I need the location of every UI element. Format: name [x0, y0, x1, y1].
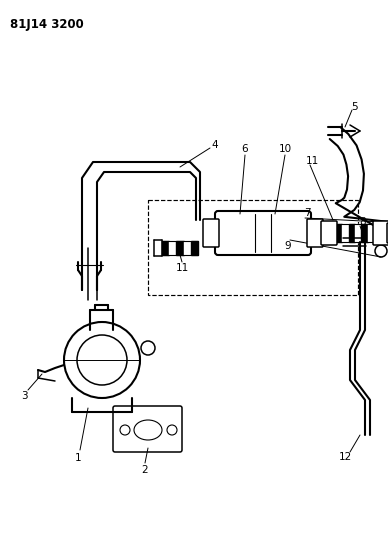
- Text: 4: 4: [212, 140, 218, 150]
- Text: 6: 6: [242, 144, 248, 154]
- Bar: [355, 224, 361, 242]
- Text: 8: 8: [360, 217, 366, 227]
- Text: 10: 10: [279, 144, 291, 154]
- Text: 11: 11: [175, 263, 189, 273]
- Text: 3: 3: [21, 391, 27, 401]
- FancyBboxPatch shape: [321, 221, 337, 245]
- Bar: [184, 241, 191, 255]
- Text: 12: 12: [338, 452, 352, 462]
- FancyBboxPatch shape: [307, 219, 323, 247]
- FancyBboxPatch shape: [203, 219, 219, 247]
- Bar: [169, 241, 177, 255]
- Bar: [336, 224, 342, 242]
- Text: 81J14 3200: 81J14 3200: [10, 18, 84, 31]
- Bar: [148, 200, 358, 295]
- Bar: [349, 224, 355, 242]
- FancyBboxPatch shape: [215, 211, 311, 255]
- Text: 11: 11: [305, 156, 319, 166]
- FancyBboxPatch shape: [387, 223, 388, 243]
- Bar: [342, 224, 349, 242]
- Text: 1: 1: [74, 453, 81, 463]
- Bar: [191, 241, 198, 255]
- Text: 5: 5: [352, 102, 358, 112]
- Text: 9: 9: [285, 241, 291, 251]
- Bar: [177, 241, 184, 255]
- FancyBboxPatch shape: [113, 406, 182, 452]
- Bar: [162, 241, 169, 255]
- Text: 7: 7: [304, 208, 310, 218]
- Bar: [361, 224, 368, 242]
- FancyBboxPatch shape: [373, 221, 388, 245]
- Text: 2: 2: [142, 465, 148, 475]
- Bar: [368, 224, 374, 242]
